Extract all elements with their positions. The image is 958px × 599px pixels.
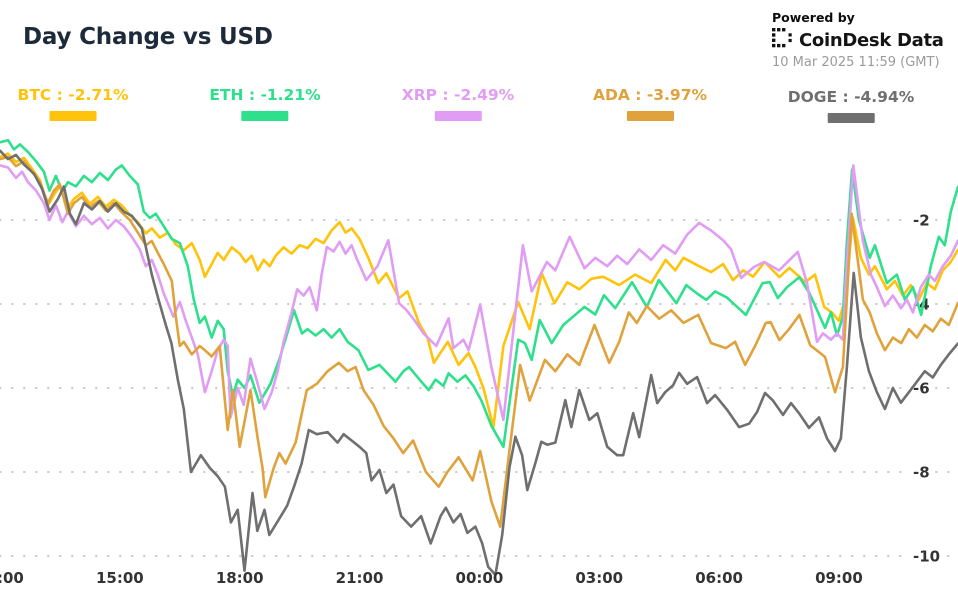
series-line-ada <box>0 155 958 528</box>
legend-item-xrp[interactable]: XRP : -2.49% <box>402 86 514 125</box>
x-axis-tick-18:00: 18:00 <box>216 569 264 587</box>
y-axis-tick--10: -10 <box>913 548 940 566</box>
x-axis-tick-09:00: 09:00 <box>815 569 863 587</box>
legend-item-ada[interactable]: ADA : -3.97% <box>593 86 707 125</box>
series-line-xrp <box>0 164 958 422</box>
coindesk-logo-icon <box>772 28 794 52</box>
legend-item-doge[interactable]: DOGE : -4.94% <box>787 88 915 127</box>
legend-swatch-doge <box>827 113 875 123</box>
series-line-btc <box>0 152 958 429</box>
x-axis-tick-12:00: 12:00 <box>0 569 24 587</box>
y-axis-tick--2: -2 <box>913 212 930 230</box>
legend-label-doge: DOGE : -4.94% <box>787 88 915 106</box>
legend-swatch-ada <box>626 111 674 121</box>
legend-label-xrp: XRP : -2.49% <box>401 86 515 104</box>
x-axis-tick-15:00: 15:00 <box>96 569 144 587</box>
legend-label-eth: ETH : -1.21% <box>209 86 321 104</box>
legend-swatch-xrp <box>434 111 482 121</box>
legend-label-ada: ADA : -3.97% <box>592 86 708 104</box>
brand-row[interactable]: CoinDesk Data <box>772 28 952 52</box>
powered-by-label: Powered by <box>772 10 855 25</box>
legend-item-eth[interactable]: ETH : -1.21% <box>209 86 321 125</box>
legend-swatch-btc <box>49 111 97 121</box>
brand-name: CoinDesk Data <box>799 29 944 51</box>
x-axis-tick-00:00: 00:00 <box>456 569 504 587</box>
x-axis-tick-06:00: 06:00 <box>695 569 743 587</box>
legend-item-btc[interactable]: BTC : -2.71% <box>17 86 129 125</box>
timestamp: 10 Mar 2025 11:59 (GMT) <box>772 55 940 70</box>
x-axis-tick-03:00: 03:00 <box>575 569 623 587</box>
series-line-doge <box>0 149 958 577</box>
legend-label-btc: BTC : -2.71% <box>17 86 129 104</box>
series-line-eth <box>0 138 958 449</box>
y-axis-tick--8: -8 <box>913 464 930 482</box>
chart-title: Day Change vs USD <box>23 24 273 50</box>
powered-by-block: Powered by <box>772 10 952 70</box>
legend-swatch-eth <box>241 111 289 121</box>
x-axis-tick-21:00: 21:00 <box>336 569 384 587</box>
